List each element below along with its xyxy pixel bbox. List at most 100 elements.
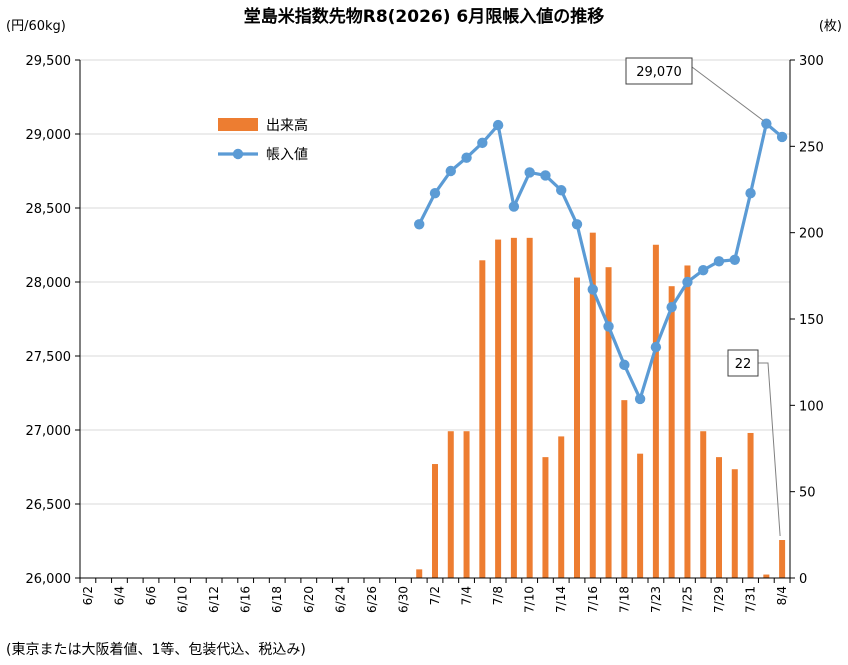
gridlines bbox=[80, 59, 790, 505]
price-point bbox=[698, 264, 709, 276]
x-axis-tick-label: 6/20 bbox=[302, 586, 316, 613]
left-axis-tick-label: 29,500 bbox=[26, 54, 72, 69]
volume-bar bbox=[510, 237, 517, 578]
volume-bar bbox=[747, 432, 754, 578]
volume-bars bbox=[416, 232, 786, 578]
x-axis-tick-label: 6/4 bbox=[112, 586, 126, 605]
right-axis-tick-label: 0 bbox=[799, 572, 807, 587]
chart-title: 堂島米指数先物R8(2026) 6月限帳入値の推移 bbox=[244, 6, 605, 27]
x-axis-tick-label: 7/16 bbox=[586, 586, 600, 613]
x-axis-tick-label: 6/26 bbox=[365, 586, 379, 613]
volume-bar bbox=[542, 457, 549, 578]
price-point bbox=[429, 188, 441, 199]
right-axis-tick-label: 150 bbox=[799, 313, 824, 328]
left-axis-tick-label: 28,500 bbox=[26, 202, 72, 217]
left-axis-tick-label: 27,500 bbox=[26, 350, 72, 365]
right-axis-unit: (枚) bbox=[819, 19, 842, 34]
callout-leader bbox=[758, 362, 781, 537]
x-axis-tick-label: 7/4 bbox=[460, 586, 474, 605]
legend-swatch-marker bbox=[232, 148, 244, 160]
x-axis-tick-label: 7/18 bbox=[617, 586, 631, 613]
x-axis-tick-label: 7/25 bbox=[680, 586, 694, 613]
x-axis-tick-label: 6/10 bbox=[176, 586, 190, 613]
price-point bbox=[650, 341, 662, 353]
volume-bar bbox=[447, 431, 454, 578]
x-axis-tick-label: 7/2 bbox=[428, 586, 442, 605]
x-axis-tick-label: 7/31 bbox=[744, 586, 758, 613]
volume-bar bbox=[416, 569, 423, 578]
x-axis-tick-label: 7/14 bbox=[554, 586, 568, 613]
x-axis-tick-label: 6/18 bbox=[270, 586, 284, 613]
callout-leader bbox=[691, 66, 764, 122]
left-axis-tick-label: 26,000 bbox=[26, 572, 72, 587]
price-point bbox=[587, 284, 598, 295]
left-axis-tick-label: 29,000 bbox=[26, 128, 72, 143]
volume-bar bbox=[637, 453, 644, 578]
callout-box bbox=[727, 349, 759, 377]
price-point bbox=[619, 359, 630, 371]
chart-footnote: (東京または大阪着値、1等、包装代込、税込み) bbox=[6, 641, 306, 658]
right-axis-tick-label: 50 bbox=[799, 486, 816, 501]
volume-bar bbox=[668, 286, 675, 578]
right-axis-tick-label: 100 bbox=[799, 399, 824, 414]
volume-bar bbox=[574, 277, 580, 578]
x-axis-tick-label: 8/4 bbox=[775, 586, 789, 605]
x-axis-tick-label: 7/10 bbox=[523, 586, 537, 613]
x-axis-tick-label: 6/24 bbox=[333, 586, 347, 613]
legend-label-price: 帳入値 bbox=[266, 147, 308, 163]
volume-bar bbox=[763, 574, 770, 578]
x-axis-tick-label: 7/29 bbox=[712, 586, 726, 613]
x-axis-tick-label: 6/16 bbox=[239, 586, 253, 613]
data-callout: 22 bbox=[727, 349, 781, 537]
x-axis-tick-label: 6/2 bbox=[81, 586, 95, 605]
price-line bbox=[414, 118, 788, 405]
price-point bbox=[477, 137, 488, 149]
price-point bbox=[492, 119, 504, 131]
x-axis-tick-label: 6/30 bbox=[396, 586, 410, 613]
right-axis-tick-label: 200 bbox=[799, 227, 824, 242]
volume-bar bbox=[684, 265, 691, 578]
price-point bbox=[461, 152, 472, 163]
volume-bar bbox=[621, 400, 628, 578]
right-axis-tick-label: 250 bbox=[799, 140, 824, 155]
callouts: 29,070 22 bbox=[625, 57, 781, 537]
price-point bbox=[682, 276, 693, 288]
volume-bar bbox=[652, 244, 659, 578]
callout-label: 29,070 bbox=[636, 65, 682, 80]
right-axis-tick-label: 300 bbox=[799, 54, 824, 69]
left-axis-tick-label: 27,000 bbox=[26, 424, 72, 439]
price-point bbox=[761, 118, 772, 129]
x-axis-tick-label: 7/23 bbox=[649, 586, 663, 613]
volume-bar bbox=[731, 469, 738, 578]
callout-box bbox=[625, 57, 693, 85]
price-point bbox=[745, 188, 756, 199]
price-point bbox=[556, 185, 567, 196]
price-point bbox=[571, 219, 583, 230]
price-point bbox=[508, 201, 520, 212]
volume-bar bbox=[716, 457, 722, 578]
price-point bbox=[666, 301, 677, 313]
volume-bar bbox=[589, 232, 596, 578]
axes: 26,000 26,500 27,000 27,500 28,000 28,500 29,0… bbox=[26, 54, 824, 613]
price-point bbox=[776, 131, 788, 143]
callout-label: 22 bbox=[735, 357, 752, 372]
volume-bar bbox=[479, 260, 486, 578]
volume-bar bbox=[558, 436, 565, 578]
price-point bbox=[634, 393, 646, 405]
x-axis-tick-label: 6/12 bbox=[207, 586, 221, 613]
x-axis-tick-label: 6/6 bbox=[144, 586, 158, 605]
price-point bbox=[540, 170, 551, 181]
price-point bbox=[713, 256, 725, 267]
volume-bar bbox=[526, 237, 533, 578]
volume-bar bbox=[605, 267, 612, 578]
left-axis-unit: (円/60kg) bbox=[6, 19, 66, 34]
price-point bbox=[445, 165, 456, 177]
price-point bbox=[729, 254, 740, 265]
volume-bar bbox=[779, 540, 786, 578]
price-point bbox=[524, 167, 535, 178]
volume-bar bbox=[463, 431, 470, 578]
legend-label-volume: 出来高 bbox=[266, 117, 308, 134]
